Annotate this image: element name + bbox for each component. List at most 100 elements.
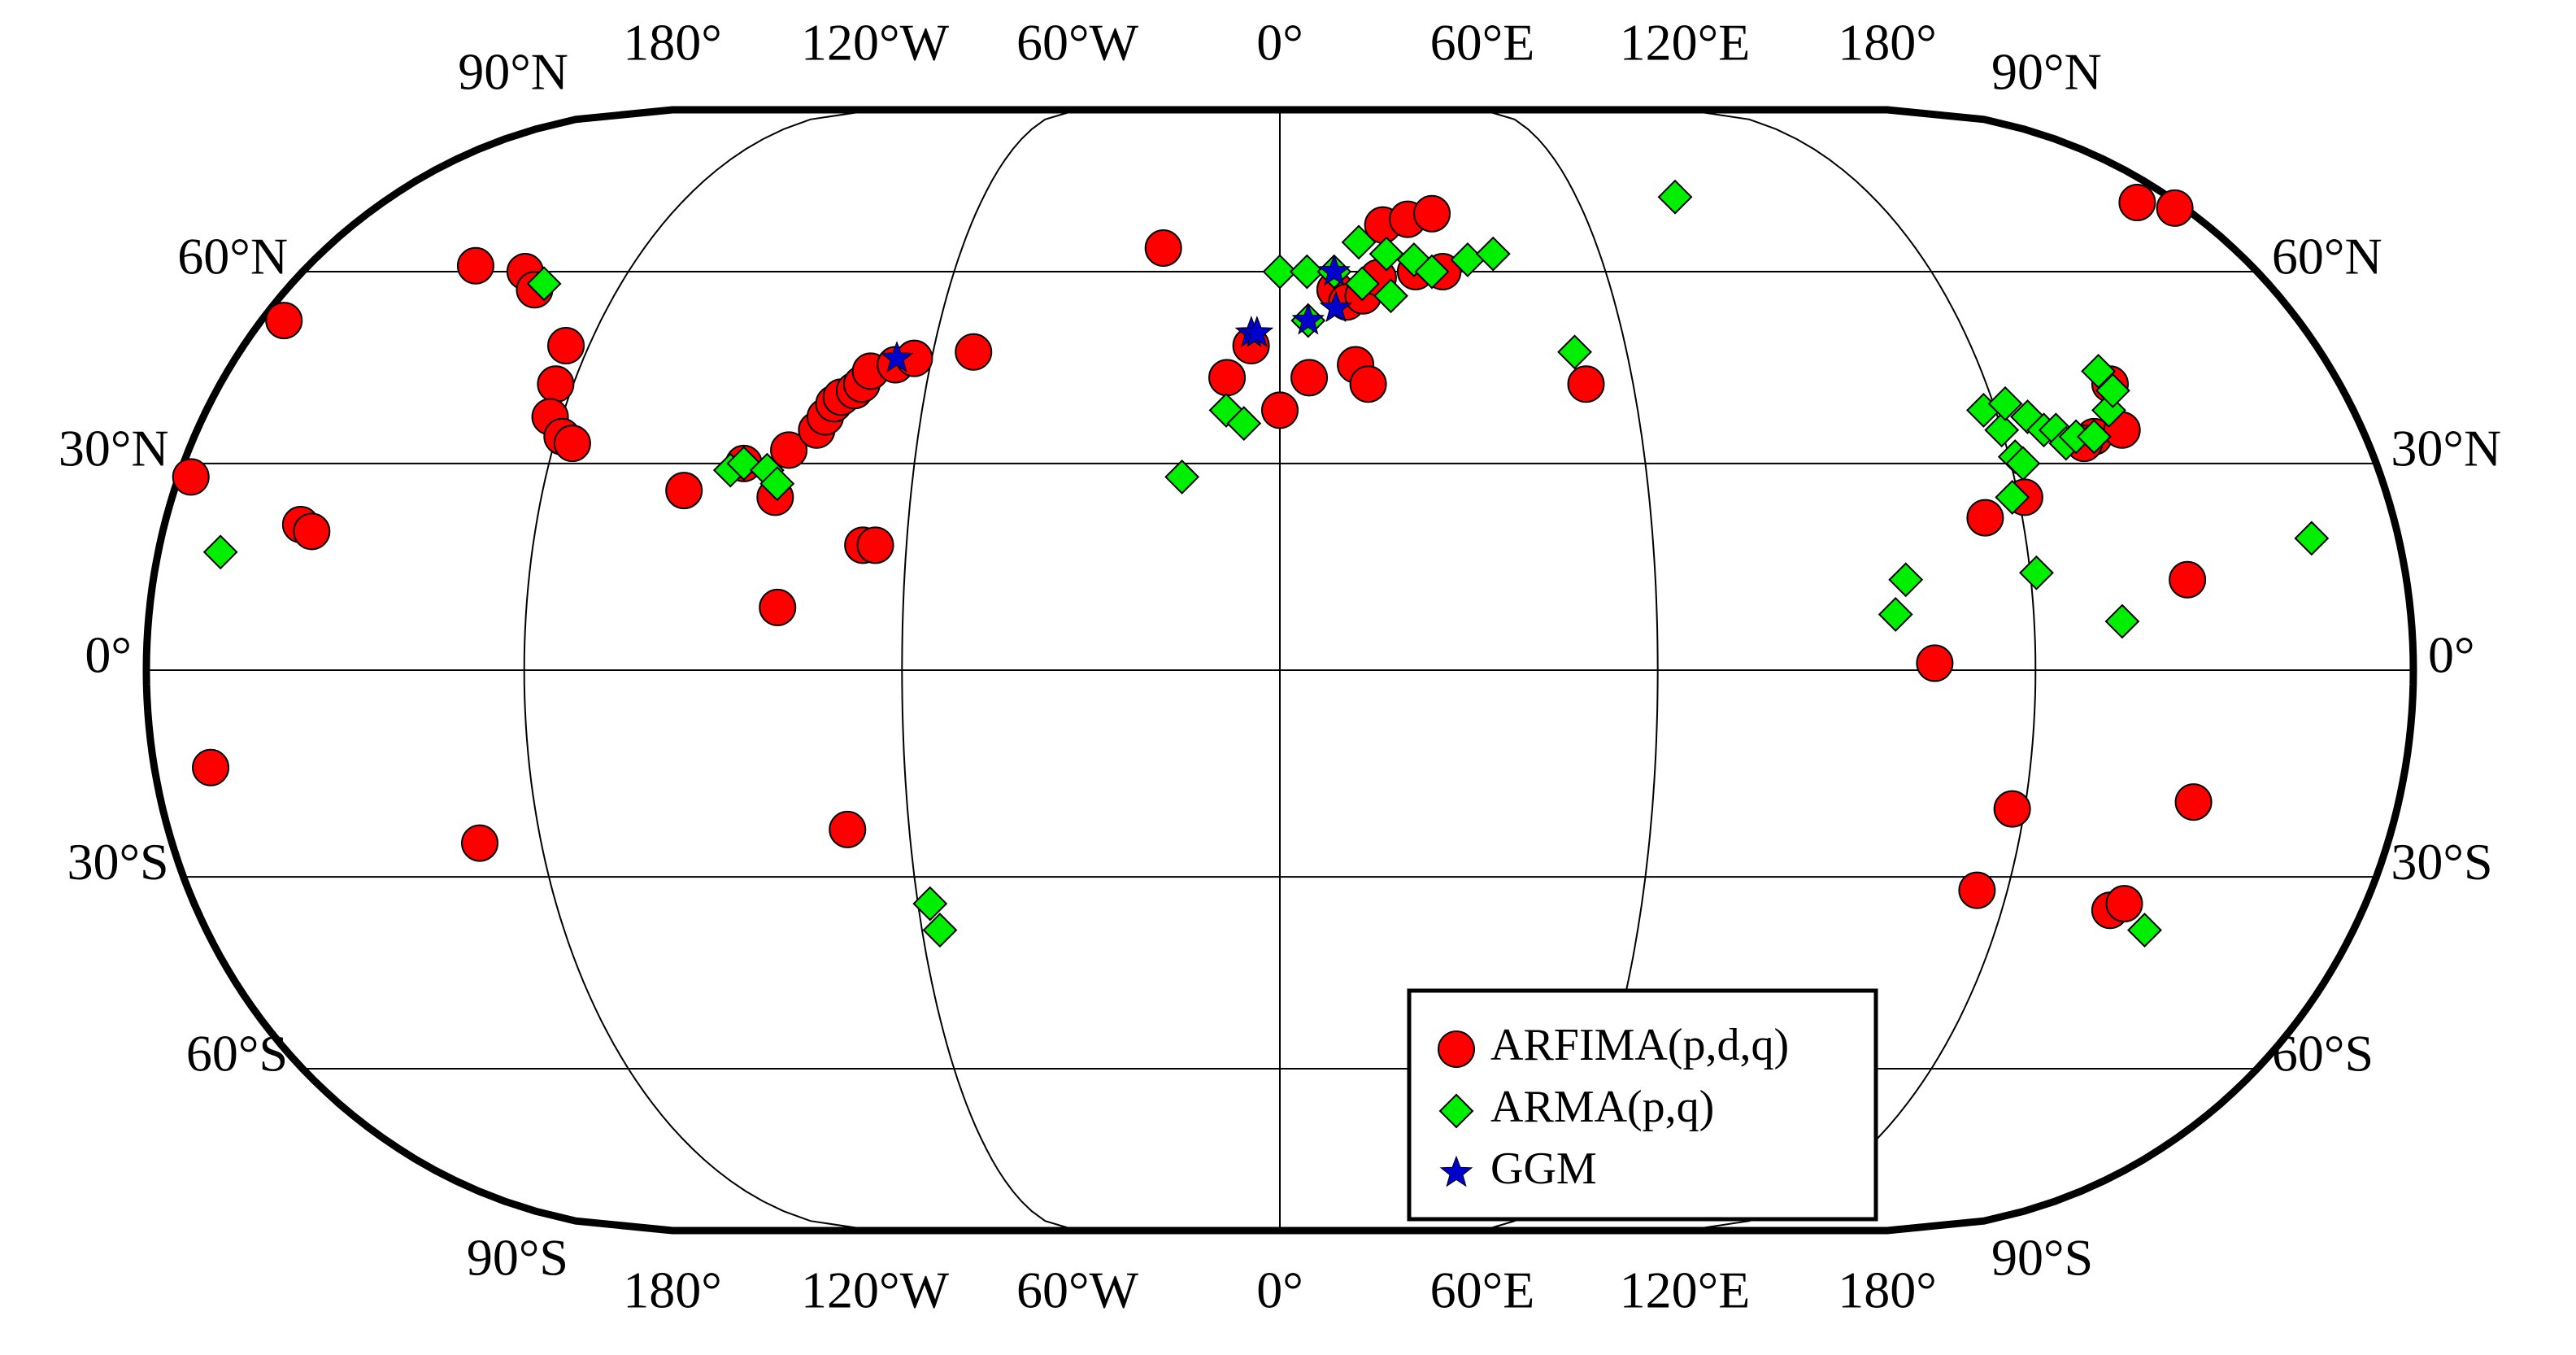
arma-point — [1878, 597, 1913, 632]
arma-point — [1344, 266, 1380, 302]
arma-point — [1557, 334, 1592, 370]
x-tick-label: 120°W — [801, 14, 950, 72]
legend-box — [1407, 988, 1878, 1222]
arfima-point — [1349, 365, 1387, 403]
arfima-point — [829, 810, 867, 848]
arma-point — [202, 534, 238, 570]
legend-label: GGM — [1490, 1144, 1597, 1194]
arma-point — [1368, 236, 1404, 272]
arma-point — [2005, 446, 2041, 481]
arma-point — [526, 266, 562, 302]
x-tick-label: 60°W — [1016, 14, 1139, 72]
arfima-point — [2105, 885, 2143, 923]
arfima-point — [265, 302, 303, 340]
legend-marker — [1438, 1030, 1475, 1068]
arma-point — [2081, 353, 2117, 389]
y-tick-label: 90°N — [458, 43, 568, 101]
ggm-point — [880, 341, 914, 373]
arfima-point — [1261, 391, 1299, 429]
x-tick-label: 180° — [1838, 14, 1937, 72]
arma-point — [1341, 224, 1377, 260]
y-tick-label: 0° — [85, 626, 132, 684]
arfima-point — [553, 425, 591, 463]
legend-marker — [1438, 1093, 1474, 1129]
arfima-point — [1916, 644, 1954, 682]
arfima-point — [547, 326, 585, 364]
y-tick-label: 30°S — [67, 833, 168, 891]
arma-point — [1262, 254, 1298, 290]
arfima-point — [1567, 365, 1605, 403]
arma-point — [1995, 480, 2030, 515]
arfima-point — [461, 824, 499, 862]
arma-point — [1888, 562, 1924, 598]
y-tick-label: 30°N — [2391, 420, 2501, 477]
arma-point — [1987, 386, 2023, 421]
y-tick-label: 90°S — [1991, 1229, 2093, 1287]
arfima-point — [293, 512, 331, 551]
legend-marker — [1439, 1155, 1473, 1187]
arma-point — [1475, 236, 1511, 272]
x-tick-label: 180° — [623, 14, 722, 72]
ggm-point — [1317, 254, 1351, 286]
arma-point — [1164, 459, 1200, 495]
arma-point — [912, 886, 948, 921]
y-tick-label: 60°S — [186, 1025, 288, 1083]
x-tick-label: 120°E — [1620, 1261, 1751, 1319]
arfima-point — [770, 431, 808, 469]
x-tick-label: 0° — [1256, 1261, 1303, 1319]
arfima-point — [456, 246, 494, 285]
y-tick-label: 0° — [2428, 626, 2475, 684]
arfima-point — [192, 748, 230, 786]
arfima-point — [2156, 189, 2194, 227]
arma-point — [1373, 278, 1408, 314]
x-tick-label: 180° — [623, 1261, 722, 1319]
arfima-point — [2118, 183, 2156, 221]
arfima-point — [1208, 359, 1247, 397]
arfima-point — [1413, 194, 1451, 233]
arma-point — [2095, 373, 2130, 408]
arfima-point — [856, 526, 894, 564]
arfima-point — [759, 588, 797, 626]
y-tick-label: 30°S — [2391, 833, 2492, 891]
arma-point — [2127, 913, 2162, 948]
arma-point — [922, 913, 958, 948]
arfima-point — [2169, 560, 2207, 599]
x-tick-label: 180° — [1838, 1261, 1937, 1319]
ggm-point — [1291, 303, 1325, 335]
y-tick-label: 90°N — [1991, 43, 2102, 101]
y-tick-label: 60°S — [2272, 1025, 2374, 1083]
arma-point — [1414, 254, 1450, 290]
arma-point — [1289, 254, 1325, 290]
arma-point — [2019, 555, 2054, 590]
ggm-point — [1240, 316, 1274, 347]
arma-point — [2104, 603, 2140, 639]
y-tick-label: 60°N — [2272, 228, 2382, 285]
arfima-point — [1966, 499, 2004, 537]
arma-point — [1984, 412, 2020, 448]
arfima-point — [665, 472, 703, 510]
x-tick-label: 60°W — [1016, 1261, 1139, 1319]
x-tick-label: 60°E — [1430, 1261, 1535, 1319]
x-tick-label: 0° — [1256, 14, 1303, 72]
arma-point — [759, 466, 795, 502]
arfima-point — [2174, 783, 2213, 821]
x-tick-label: 60°E — [1430, 14, 1535, 72]
ggm-point — [1319, 290, 1353, 323]
arfima-point — [955, 333, 993, 371]
x-tick-label: 120°E — [1620, 14, 1751, 72]
legend-label: ARMA(p,q) — [1490, 1082, 1714, 1132]
arfima-point — [1144, 229, 1182, 267]
arma-point — [2294, 521, 2330, 556]
x-tick-label: 120°W — [801, 1261, 950, 1319]
arfima-point — [172, 458, 210, 496]
arma-point — [1226, 406, 1262, 442]
arfima-point — [1958, 871, 1996, 909]
y-tick-label: 60°N — [177, 228, 288, 285]
y-tick-label: 30°N — [59, 420, 169, 477]
y-tick-label: 90°S — [467, 1229, 568, 1287]
arfima-point — [537, 365, 575, 403]
legend-label: ARFIMA(p,d,q) — [1490, 1020, 1789, 1070]
map-frame — [142, 106, 2417, 1235]
arfima-point — [1993, 790, 2031, 828]
